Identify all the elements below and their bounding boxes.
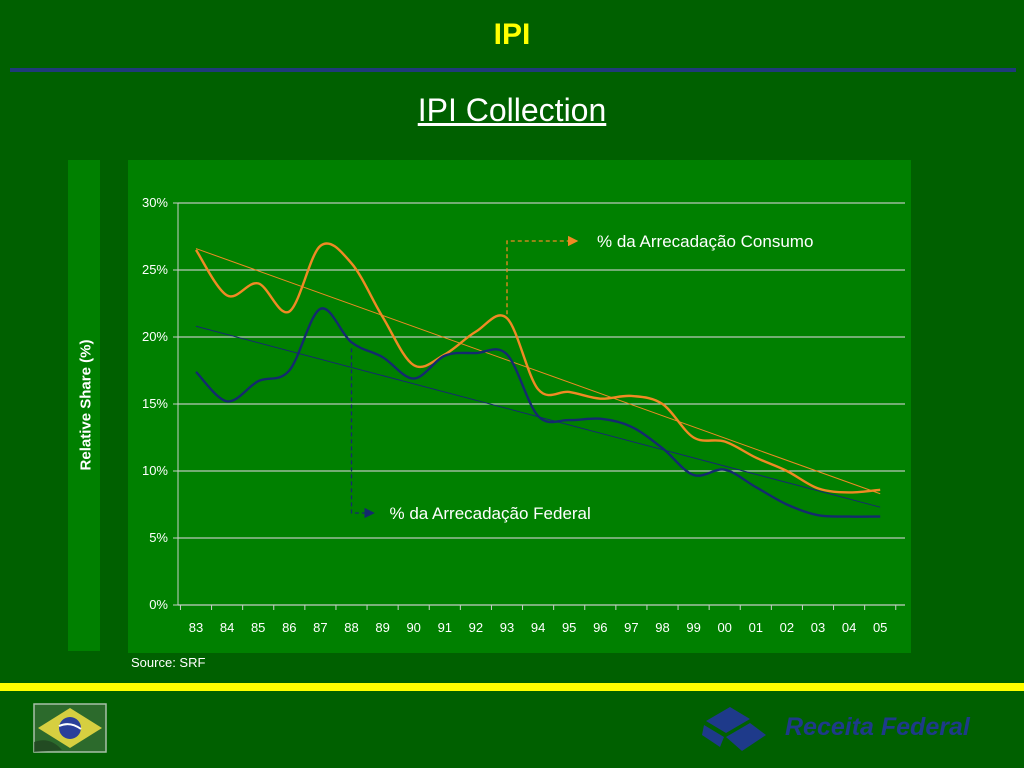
x-tick-label: 98 [655, 620, 669, 635]
x-tick-label: 85 [251, 620, 265, 635]
series-line-1 [195, 307, 881, 518]
y-tick-label: 0% [149, 597, 168, 612]
annotation-label: % da Arrecadação Consumo [597, 232, 813, 251]
x-tick-label: 84 [220, 620, 234, 635]
y-tick-label: 15% [142, 396, 168, 411]
x-tick-label: 93 [500, 620, 514, 635]
x-tick-label: 99 [686, 620, 700, 635]
x-tick-label: 00 [717, 620, 731, 635]
x-tick-label: 01 [749, 620, 763, 635]
annotation-leader [506, 235, 579, 315]
x-tick-label: 97 [624, 620, 638, 635]
chart-heading: IPI Collection [417, 92, 607, 128]
title-divider [10, 68, 1016, 72]
x-tick-label: 92 [469, 620, 483, 635]
x-tick-label: 05 [873, 620, 887, 635]
y-axis-label: Relative Share (%) [77, 339, 95, 471]
x-tick-label: 03 [811, 620, 825, 635]
y-tick-label: 5% [149, 530, 168, 545]
logo-text: Receita Federal [785, 713, 970, 741]
x-tick-label: 87 [313, 620, 327, 635]
x-tick-label: 04 [842, 620, 856, 635]
slide-title: IPI [493, 18, 531, 51]
footer-band [0, 683, 1024, 691]
x-tick-label: 02 [780, 620, 794, 635]
x-tick-label: 96 [593, 620, 607, 635]
brazil-flag-icon [33, 703, 107, 753]
receita-logo-icon [702, 707, 766, 751]
y-tick-label: 25% [142, 262, 168, 277]
line-chart: 0% 5% 10% 15% 20% 25% 30% 83 84 85 86 87 88 89 90 91 92 9… [142, 195, 905, 635]
x-tick-label: 86 [282, 620, 296, 635]
x-tick-label: 83 [189, 620, 203, 635]
x-tick-label: 89 [375, 620, 389, 635]
x-tick-label: 88 [344, 620, 358, 635]
x-tick-label: 95 [562, 620, 576, 635]
x-tick-label: 91 [438, 620, 452, 635]
y-tick-label: 20% [142, 329, 168, 344]
y-tick-label: 30% [142, 195, 168, 210]
chart-panel: 0% 5% 10% 15% 20% 25% 30% 83 84 85 86 87 88 89 90 91 92 9… [128, 160, 911, 653]
receita-federal-logo: Receita Federal [700, 703, 1020, 758]
x-tick-label: 94 [531, 620, 545, 635]
series-line-0 [194, 242, 881, 494]
y-axis-label-panel [68, 160, 100, 651]
x-tick-label: 90 [406, 620, 420, 635]
source-note: Source: SRF [131, 655, 206, 670]
y-tick-label: 10% [142, 463, 168, 478]
annotation-leader [350, 348, 375, 519]
annotation-label: % da Arrecadação Federal [390, 504, 591, 523]
trendline-0 [195, 248, 881, 495]
